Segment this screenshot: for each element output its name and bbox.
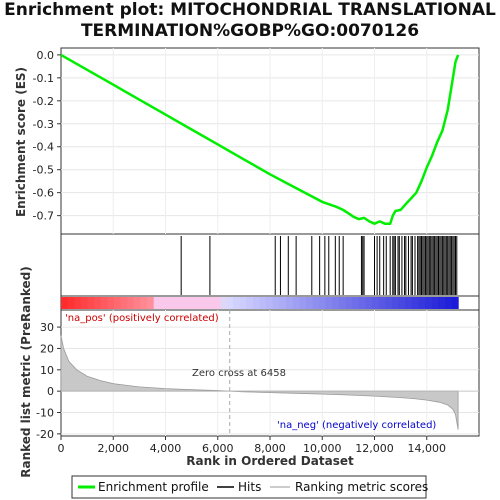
- x-tick-label: 4,000: [150, 442, 182, 455]
- es-y-axis-label: Enrichment score (ES): [14, 67, 28, 217]
- heatbar-segment: [286, 297, 294, 309]
- es-y-tick-label: 0.0: [37, 49, 55, 62]
- heatbar-segment: [299, 297, 307, 309]
- x-tick-label: 12,000: [355, 442, 394, 455]
- heatbar-segment: [87, 297, 95, 309]
- x-tick-label: 8,000: [254, 442, 286, 455]
- legend-hits-label: Hits: [238, 480, 261, 494]
- heatbar-segment: [425, 297, 433, 309]
- x-tick-label: 2,000: [98, 442, 130, 455]
- ranked-y-tick-label: -10: [36, 407, 54, 420]
- heatbar-segment: [74, 297, 82, 309]
- heatbar-segment: [193, 297, 201, 309]
- es-y-tick-label: -0.1: [33, 72, 54, 85]
- heatbar-segment: [378, 297, 386, 309]
- chart-title: Enrichment plot: MITOCHONDRIAL TRANSLATI…: [0, 0, 500, 42]
- x-axis-label: Rank in Ordered Dataset: [186, 454, 354, 468]
- chart-title-line-1: Enrichment plot: MITOCHONDRIAL TRANSLATI…: [4, 0, 496, 20]
- heatbar-segment: [239, 297, 247, 309]
- heatbar-segment: [358, 297, 367, 309]
- heatbar-segment: [252, 297, 261, 309]
- heatbar-segment: [199, 297, 208, 309]
- legend-box: [71, 475, 427, 499]
- heatbar-segment: [226, 297, 234, 309]
- ranked-y-axis-label: Ranked list metric (PreRanked): [19, 266, 33, 478]
- heatbar-segment: [94, 297, 102, 309]
- heatbar-segment: [385, 297, 393, 309]
- hits-panel-frame: [60, 233, 480, 297]
- heatbar-segment: [345, 297, 353, 309]
- heatbar-segment: [312, 297, 320, 309]
- heatbar-segment: [213, 297, 221, 309]
- ranked-y-tick-label: 0: [47, 385, 54, 398]
- heatbar-segment: [206, 297, 214, 309]
- es-y-tick-label: -0.5: [33, 164, 54, 177]
- heatbar-segment: [67, 297, 75, 309]
- heatbar-segment: [411, 297, 419, 309]
- es-y-tick-label: -0.6: [33, 187, 54, 200]
- heatbar-segment: [332, 297, 340, 309]
- x-tick-label: 0: [58, 442, 65, 455]
- heatbar-segment: [266, 297, 274, 309]
- heatbar-segment: [186, 297, 194, 309]
- ranked-y-tick-label: 20: [40, 342, 54, 355]
- heatbar-segment: [391, 297, 400, 309]
- heatbar-segment: [372, 297, 380, 309]
- heatbar-segment: [100, 297, 108, 309]
- heatbar-segment: [418, 297, 426, 309]
- heatbar-segment: [405, 297, 413, 309]
- heatbar-segment: [219, 297, 228, 309]
- zero-cross-label: Zero cross at 6458: [192, 368, 286, 379]
- chart-title-line-2: TERMINATION%GOBP%GO:0070126: [80, 21, 420, 41]
- heatbar-segment: [233, 297, 241, 309]
- heatbar-segment: [365, 297, 373, 309]
- heatbar-segment: [292, 297, 300, 309]
- es-y-tick-label: -0.4: [33, 141, 54, 154]
- heatbar-segment: [398, 297, 406, 309]
- heatbar-segment: [147, 297, 155, 309]
- heatbar-segment: [80, 297, 89, 309]
- heatbar-segment: [173, 297, 181, 309]
- heatbar-segment: [431, 297, 439, 309]
- heatbar-segment: [352, 297, 360, 309]
- heatbar-segment: [127, 297, 135, 309]
- heatbar-segment: [319, 297, 327, 309]
- heatbar-segment: [438, 297, 446, 309]
- heatbar-segment: [279, 297, 287, 309]
- legend-ranking-label: Ranking metric scores: [295, 480, 428, 494]
- pos-correlated-label: 'na_pos' (positively correlated): [65, 313, 219, 324]
- heatbar-segment: [272, 297, 281, 309]
- es-y-tick-label: -0.7: [33, 210, 54, 223]
- heatbar-segment: [160, 297, 168, 309]
- heatbar-segment: [305, 297, 314, 309]
- heatbar-segment: [61, 297, 69, 309]
- heatbar-segment: [180, 297, 188, 309]
- heatbar-segment: [140, 297, 148, 309]
- x-tick-label: 6,000: [202, 442, 234, 455]
- heatbar-segment: [325, 297, 333, 309]
- ranked-y-tick-label: -20: [36, 428, 54, 441]
- es-y-tick-label: -0.2: [33, 95, 54, 108]
- heatbar-segment: [246, 297, 254, 309]
- es-y-tick-label: -0.3: [33, 118, 54, 131]
- legend-enrichment-label: Enrichment profile: [98, 480, 209, 494]
- heatbar-segment: [451, 297, 459, 309]
- neg-correlated-label: 'na_neg' (negatively correlated): [277, 420, 436, 431]
- heatbar-segment: [338, 297, 347, 309]
- heatbar-segment: [166, 297, 175, 309]
- heatbar-segment: [259, 297, 267, 309]
- heatbar-segment: [113, 297, 122, 309]
- x-tick-label: 10,000: [303, 442, 342, 455]
- ranking-metric-area: [60, 335, 459, 430]
- heatbar-segment: [444, 297, 453, 309]
- enrichment-profile-line: [60, 53, 460, 225]
- heatbar-segment: [133, 297, 142, 309]
- heatbar-segment: [107, 297, 115, 309]
- x-tick-label: 14,000: [408, 442, 447, 455]
- heatbar-segment: [120, 297, 128, 309]
- ranked-y-tick-label: 10: [40, 364, 54, 377]
- heatbar-segment: [153, 297, 161, 309]
- ranked-y-tick-label: 30: [40, 321, 54, 334]
